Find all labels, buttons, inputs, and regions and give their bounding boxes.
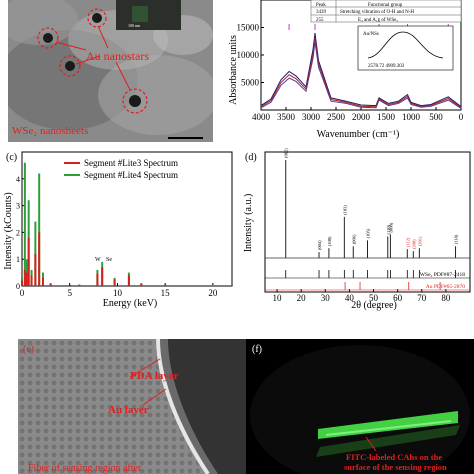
eds-plot-frame: [21, 151, 233, 287]
eds-ytick-label: 0: [16, 282, 20, 291]
xrd-peak-tag: (201): [417, 236, 422, 246]
ftir-xtick-label: 1500: [377, 112, 396, 122]
eds-xtick-label: 15: [161, 288, 171, 298]
ftir-xtick-label: 2500: [327, 112, 346, 122]
panel-c-eds: (c) Intensity (kCounts) Energy (keV) 0 5 1…: [0, 148, 237, 313]
xrd-peak-tag: (200): [411, 239, 416, 249]
xrd-peak-tag: (105): [366, 228, 371, 238]
xrd-peak-tag: (004): [317, 240, 322, 250]
xrd-peak-tag: (006): [351, 234, 356, 244]
wse2-nanosheets-label: WSe₂ nanosheets: [12, 125, 88, 137]
xrd-peak-tag: (112): [405, 237, 410, 247]
eds-xtick-label: 5: [67, 288, 72, 298]
panel-f-label: (f): [252, 344, 262, 355]
pda-layer-label: PDA layer: [130, 370, 179, 382]
xrd-ylabel: Intensity (a.u.): [243, 194, 254, 253]
legend-lite3: Segment #Lite3 Spectrum: [84, 158, 178, 168]
ftir-ytick-label: 15000: [237, 23, 260, 33]
panel-f-fluorescence: (f) FITC-labeled CAbs on the surface of …: [246, 339, 474, 474]
ftir-table: Peak Functional group 3439 Stretching vi…: [310, 0, 462, 23]
au-layer-label: Au layer: [108, 404, 149, 416]
xrd-xtick-label: 50: [369, 293, 379, 303]
table-cell: E₂ and A₁g of WSe₂: [358, 18, 398, 23]
xrd-peak-tag: (002): [284, 148, 289, 158]
table-cell: 255: [316, 18, 324, 23]
ftir-chart: Absorbance units Wavenumber (cm⁻¹) 4000 3…: [228, 0, 464, 140]
xrd-peak-tag: (118): [454, 234, 459, 244]
xrd-plot-frame: [264, 151, 471, 293]
ftir-ylabel: Absorbance units: [228, 35, 239, 105]
xrd-xtick-label: 40: [345, 293, 355, 303]
table-cell: Stretching vibration of O-H and N-H: [340, 10, 414, 15]
au-nanostars-label: Au nanostars: [86, 49, 149, 63]
tem-image-svg: 100 nm Au nanostars WSe₂ nanosheets: [8, 0, 213, 142]
panel-b-ftir: Absorbance units Wavenumber (cm⁻¹) 4000 3…: [218, 0, 474, 142]
eds-chart: (c) Intensity (kCounts) Energy (keV) 0 5 1…: [3, 151, 233, 309]
xrd-peak-tag: (100): [327, 236, 332, 246]
xrd-peak-tag: (103): [342, 205, 347, 215]
nanostar-2: [59, 55, 81, 77]
xrd-xlabel: 2θ (degree): [351, 300, 397, 311]
ftir-series-line: [260, 41, 462, 109]
xrd-xtick-label: 70: [417, 293, 427, 303]
inset-scale: 100 nm: [128, 23, 141, 28]
ref-au: Au PDF#65-2870: [426, 284, 466, 290]
ftir-ytick-label: 10000: [237, 50, 260, 60]
ftir-xtick-label: 1000: [402, 112, 421, 122]
ftir-xlabel: Wavenumber (cm⁻¹): [317, 129, 400, 140]
table-cell: 3439: [316, 10, 327, 15]
eds-legend: Segment #Lite3 Spectrum Segment #Lite4 S…: [64, 158, 178, 180]
sem-image-svg: (e) PDA layer Au layer Fiber of sensing …: [18, 339, 246, 474]
xrd-peak-tag: (008): [388, 222, 393, 232]
ftir-xtick-label: 2000: [352, 112, 371, 122]
table-header-peak: Peak: [316, 3, 326, 8]
ftir-xtick-label: 500: [429, 112, 443, 122]
eds-ytick-label: 1: [16, 255, 20, 264]
inset-values: 2578.72 4909.303: [368, 64, 405, 69]
xrd-xtick-label: 60: [393, 293, 403, 303]
fluo-image-svg: (f) FITC-labeled CAbs on the surface of …: [246, 339, 474, 474]
eds-ytick-label: 4: [16, 175, 20, 184]
ftir-ytick-label: 5000: [241, 78, 260, 88]
eds-ytick-label: 2: [16, 228, 20, 237]
xrd-chart: (d) Intensity (a.u.) 2θ (degree) 10 20 30 4…: [243, 148, 471, 311]
eds-ytick-label: 3: [16, 202, 20, 211]
eds-ylabel: Intensity (kCounts): [3, 192, 14, 270]
ftir-xtick-label: 0: [459, 112, 464, 122]
eds-xlabel: Energy (keV): [103, 298, 158, 309]
nanostar-1: [37, 27, 59, 49]
ftir-series-line: [260, 37, 462, 108]
panel-e-label: (e): [23, 344, 34, 355]
fitc-caption-1: FITC-labeled CAbs on the: [346, 452, 442, 462]
eds-xtick-label: 0: [20, 288, 25, 298]
eds-xtick-label: 10: [113, 288, 123, 298]
eds-xtick-label: 20: [208, 288, 218, 298]
sem-bottom-text: Fiber of sensing region after: [28, 463, 142, 474]
ftir-xtick-label: 4000: [252, 112, 271, 122]
peak-label-se: Se: [106, 257, 112, 263]
ftir-xtick-label: 3000: [302, 112, 321, 122]
ftir-xtick-label: 3500: [277, 112, 296, 122]
panel-e-sem-image: (e) PDA layer Au layer Fiber of sensing …: [18, 339, 246, 474]
xrd-xtick-label: 30: [321, 293, 331, 303]
panel-d-xrd: (d) Intensity (a.u.) 2θ (degree) 10 20 30 4…: [237, 148, 474, 313]
nanostar-4: [87, 8, 107, 28]
fitc-caption-2: surface of the sensing region: [344, 462, 447, 472]
ftir-inset: Au/NSs 2578.72 4909.303: [357, 25, 454, 71]
inset-label: Au/NSs: [363, 32, 379, 37]
xrd-xtick-label: 20: [297, 293, 307, 303]
xrd-peak-tag: (110): [386, 224, 391, 234]
table-header-group: Functional group: [368, 3, 403, 8]
inset-image: [116, 0, 181, 30]
panel-c-label: (c): [6, 152, 17, 163]
panel-d-label: (d): [245, 152, 257, 163]
ref-wse2: WSe₂ PDF#87-2418: [420, 272, 465, 278]
xrd-xtick-label: 10: [273, 293, 283, 303]
ftir-series-line: [260, 32, 462, 108]
xrd-xtick-label: 80: [441, 293, 451, 303]
legend-lite4: Segment #Lite4 Spectrum: [84, 170, 178, 180]
peak-label-w: W: [95, 257, 101, 263]
nanostar-3: [122, 88, 148, 114]
panel-a-tem-image: 100 nm Au nanostars WSe₂ nanosheets: [8, 0, 213, 142]
